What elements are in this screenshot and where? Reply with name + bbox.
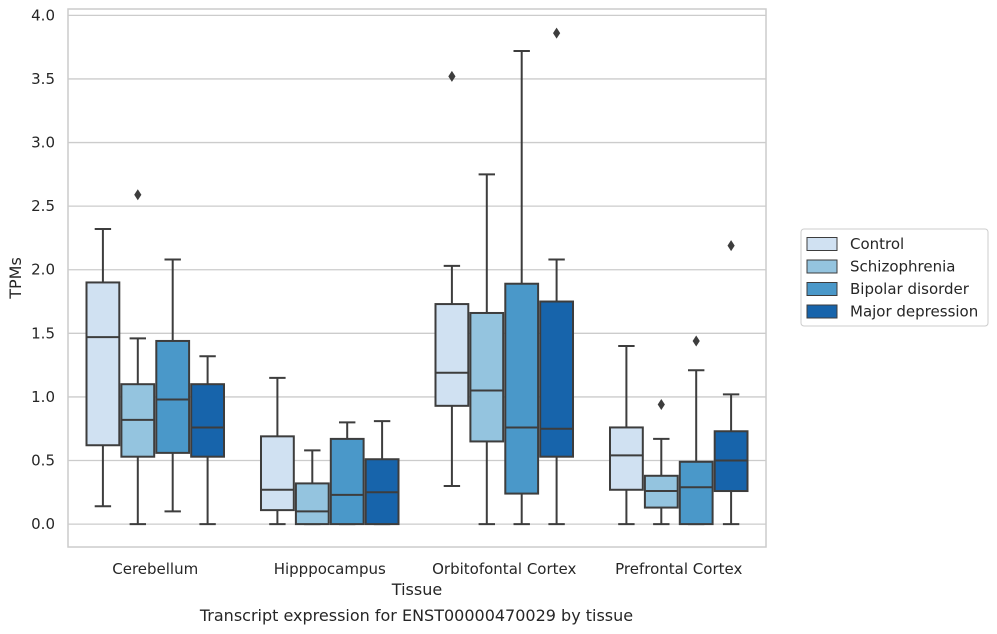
box-group <box>85 228 121 508</box>
box <box>329 437 365 526</box>
y-tick-label: 1.0 <box>31 388 55 406</box>
x-axis-label: Tissue <box>391 580 442 599</box>
y-tick-labels: 0.0 0.5 1.0 1.5 2.0 2.5 3.0 3.5 4.0 <box>31 6 55 533</box>
box-group <box>713 240 749 526</box>
y-gridlines <box>68 14 766 525</box>
legend-swatch <box>806 304 838 319</box>
box-group <box>469 173 505 526</box>
y-tick-label: 1.5 <box>31 324 55 342</box>
legend: Control Schizophrenia Bipolar disorder Majo… <box>800 228 989 327</box>
box-group <box>643 399 679 526</box>
outlier-point <box>448 70 456 82</box>
x-tick-label: Orbitofontal Cortex <box>432 560 576 578</box>
box <box>155 339 191 454</box>
y-tick-label: 4.0 <box>31 6 55 24</box>
figure-caption: Transcript expression for ENST0000047002… <box>199 606 634 625</box>
box-group <box>608 345 644 526</box>
legend-swatch <box>806 282 838 296</box>
box <box>294 482 330 526</box>
box-group <box>120 189 156 526</box>
y-tick-label: 0.0 <box>31 515 55 533</box>
legend-label: Control <box>850 235 904 253</box>
box <box>469 311 505 443</box>
x-tick-label: Prefrontal Cortex <box>615 560 742 578</box>
box <box>678 460 714 526</box>
box-group <box>504 49 540 526</box>
box <box>259 435 295 512</box>
y-tick-label: 3.5 <box>31 70 55 88</box>
box-group <box>539 27 575 526</box>
outlier-point <box>692 335 700 347</box>
box-group <box>678 335 714 526</box>
outlier-point <box>727 240 735 252</box>
outlier-point <box>134 189 142 201</box>
outlier-point <box>553 27 561 39</box>
box-group <box>364 420 400 526</box>
box-group <box>329 421 365 526</box>
x-tick-label: Cerebellum <box>112 560 198 578</box>
box-group <box>155 258 191 513</box>
legend-label: Major depression <box>850 303 978 321</box>
y-tick-label: 0.5 <box>31 452 55 470</box>
box-group <box>294 449 330 526</box>
box <box>608 426 644 491</box>
box-group <box>434 70 470 487</box>
box <box>434 303 470 407</box>
y-tick-label: 2.0 <box>31 261 55 279</box>
y-tick-label: 2.5 <box>31 197 55 215</box>
legend-label: Schizophrenia <box>850 258 955 276</box>
outlier-point <box>657 399 665 411</box>
box-group <box>259 376 295 526</box>
box-group <box>190 355 226 526</box>
legend-swatch <box>806 237 838 251</box>
box <box>190 383 226 458</box>
box <box>539 300 575 458</box>
legend-swatch <box>806 259 838 274</box>
legend-frame <box>800 228 989 327</box>
y-axis-label: TPMs <box>6 257 25 300</box>
x-tick-labels: Cerebellum Hipppocampus Orbitofontal Corte… <box>112 560 742 578</box>
box <box>504 282 540 495</box>
x-tick-label: Hipppocampus <box>274 560 386 578</box>
box <box>85 281 121 447</box>
plot-area <box>67 8 767 548</box>
legend-label: Bipolar disorder <box>850 280 970 298</box>
y-tick-label: 3.0 <box>31 134 55 152</box>
boxes <box>85 27 749 526</box>
